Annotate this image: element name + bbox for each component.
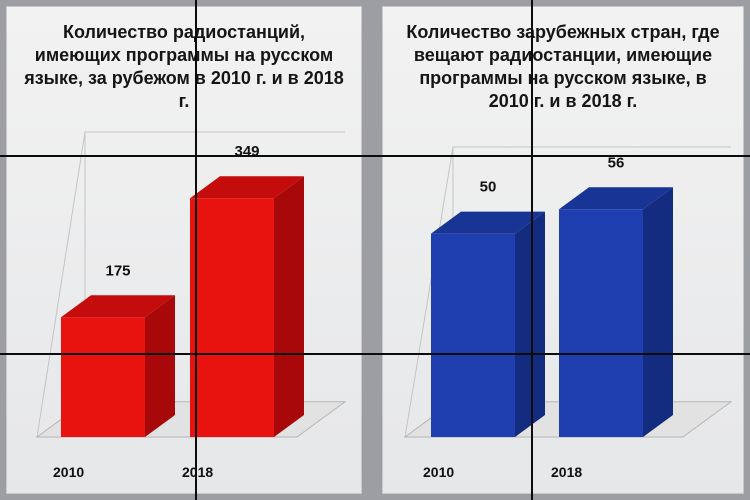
bar <box>559 209 643 437</box>
bar <box>190 198 274 437</box>
screen-grid-line <box>0 353 750 355</box>
bar-top <box>190 176 304 199</box>
data-label: 349 <box>234 143 259 160</box>
data-label: 175 <box>105 262 130 279</box>
chart-title: Количество зарубежных стран, где вещают … <box>406 22 720 111</box>
chart-panel-countries: Количество зарубежных стран, где вещают … <box>382 6 744 494</box>
bar-chart-countries: 50 2010 56 2018 <box>403 146 733 480</box>
chart-panel-radio-stations: Количество радиостанций, имеющих програм… <box>6 6 362 494</box>
x-tick-label: 2018 <box>551 464 582 480</box>
bar-side <box>643 187 673 437</box>
bar-top <box>61 295 175 318</box>
screen-grid-line <box>0 155 750 157</box>
x-tick-label: 2018 <box>182 464 213 480</box>
screen-grid-line <box>531 0 533 500</box>
x-tick-label: 2010 <box>53 464 84 480</box>
bar-side <box>515 211 545 437</box>
bar-top <box>431 211 545 234</box>
bar <box>61 317 145 437</box>
screen-grid-line <box>195 0 197 500</box>
bar-side <box>274 176 304 438</box>
data-label: 56 <box>608 154 625 171</box>
bar-top <box>559 187 673 210</box>
bar-chart-radio-stations: 175 2010 349 2018 <box>35 131 347 480</box>
bar <box>431 233 515 437</box>
x-tick-label: 2010 <box>423 464 454 480</box>
chart-title: Количество радиостанций, имеющих програм… <box>24 22 344 111</box>
data-label: 50 <box>480 179 497 196</box>
bar-side <box>145 295 175 437</box>
